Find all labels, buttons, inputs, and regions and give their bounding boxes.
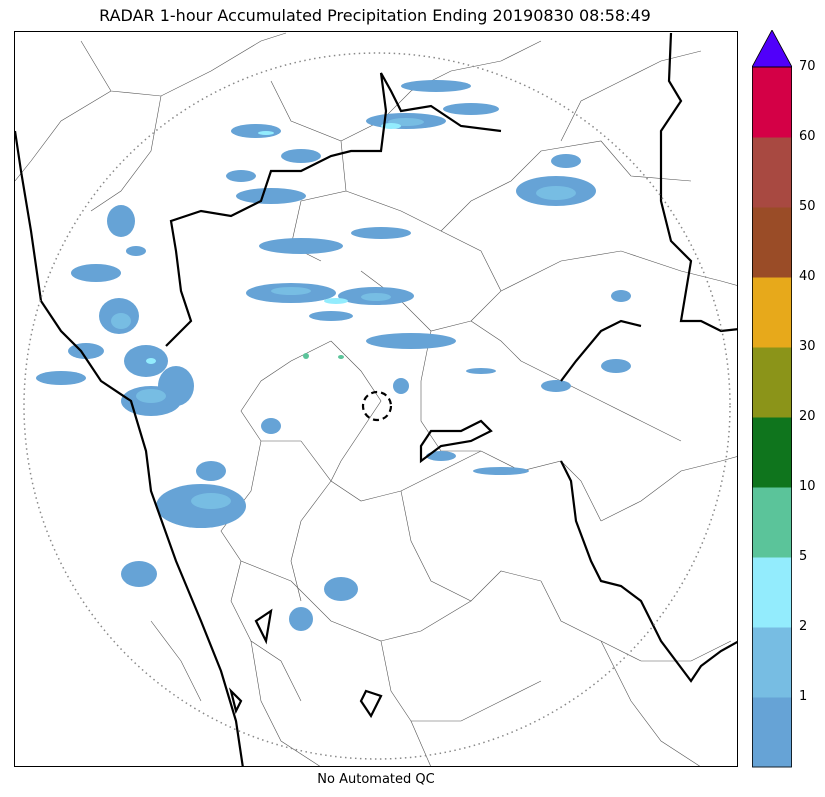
colorbar-tick-label: 10 bbox=[799, 479, 816, 494]
colorbar-bin bbox=[752, 627, 792, 698]
colorbar-tick-label: 2 bbox=[799, 619, 808, 634]
radar-map-canvas[interactable] bbox=[15, 32, 738, 767]
colorbar-outline bbox=[752, 66, 792, 768]
colorbar-bin bbox=[752, 137, 792, 208]
colorbar-bins bbox=[752, 67, 792, 768]
district-boundaries bbox=[15, 32, 737, 766]
range-ring bbox=[23, 52, 731, 760]
colorbar-tick-label: 1 bbox=[799, 689, 808, 704]
qc-label: No Automated QC bbox=[317, 772, 435, 787]
colorbar-bin bbox=[752, 487, 792, 558]
radar-site-marker bbox=[361, 390, 393, 422]
colorbar-tick-label: 60 bbox=[799, 129, 816, 144]
colorbar-tick-label: 50 bbox=[799, 199, 816, 214]
colorbar-bin bbox=[752, 67, 792, 138]
colorbar-bin bbox=[752, 697, 792, 768]
colorbar-tick-label: 5 bbox=[799, 549, 808, 564]
state-boundaries bbox=[15, 32, 737, 766]
colorbar bbox=[752, 30, 792, 768]
colorbar-bin bbox=[752, 207, 792, 278]
radar-map[interactable] bbox=[14, 31, 738, 767]
colorbar-bin bbox=[752, 277, 792, 348]
colorbar-tick-label: 20 bbox=[799, 409, 816, 424]
colorbar-tick-label: 70 bbox=[799, 59, 816, 74]
colorbar-tick-label: 30 bbox=[799, 339, 816, 354]
colorbar-extend-arrow bbox=[752, 30, 792, 68]
colorbar-bin bbox=[752, 557, 792, 628]
colorbar-tick-label: 40 bbox=[799, 269, 816, 284]
colorbar-bin bbox=[752, 417, 792, 488]
precipitation-echoes bbox=[36, 80, 631, 631]
colorbar-bin bbox=[752, 347, 792, 418]
map-title: RADAR 1-hour Accumulated Precipitation E… bbox=[99, 6, 651, 25]
